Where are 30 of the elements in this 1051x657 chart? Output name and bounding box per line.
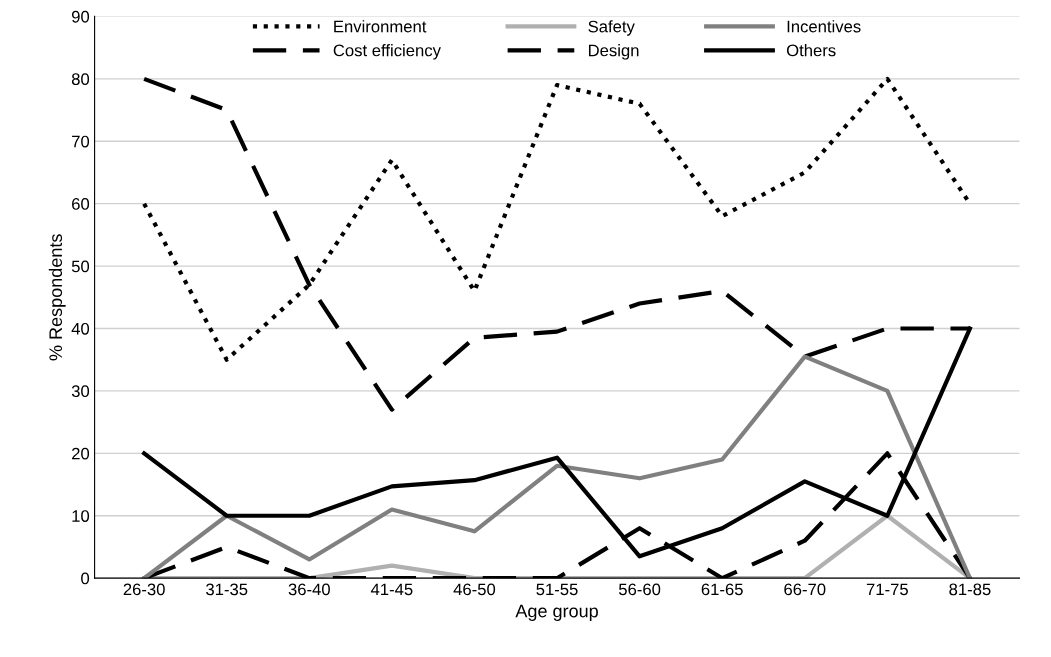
y-tick-label: 0 xyxy=(81,572,90,585)
legend-label: Incentives xyxy=(787,20,861,33)
x-tick-label: 41-45 xyxy=(370,583,413,596)
y-axis-title: % Respondents xyxy=(48,234,66,361)
y-tick-label: 70 xyxy=(72,135,90,148)
x-tick-label: 81-85 xyxy=(949,583,991,596)
y-tick-label: 80 xyxy=(71,73,90,86)
x-tick-label: 26-30 xyxy=(123,583,165,596)
y-tick-label: 50 xyxy=(71,260,90,273)
y-tick-label: 90 xyxy=(71,10,90,23)
x-tick-label: 46-50 xyxy=(453,583,496,596)
x-axis-title: Age group xyxy=(515,604,598,621)
x-tick-label: 56-60 xyxy=(618,583,661,596)
y-tick-label: 20 xyxy=(72,447,90,460)
line-series xyxy=(142,354,973,579)
y-tick-label: 40 xyxy=(71,322,90,335)
y-tick-label: 60 xyxy=(72,198,90,210)
legend-label: Others xyxy=(786,44,836,57)
x-tick-label: 31-35 xyxy=(206,583,248,596)
legend-label: Cost efficiency xyxy=(333,44,441,60)
x-tick-label: 51-55 xyxy=(536,583,578,596)
legend-label: Safety xyxy=(588,20,635,36)
x-tick-label: 66-70 xyxy=(784,583,826,596)
x-tick-label: 61-65 xyxy=(701,583,743,596)
legend-label: Environment xyxy=(334,20,427,33)
legend-label: Design xyxy=(588,44,639,60)
y-tick-label: 10 xyxy=(72,510,90,522)
x-tick-label: 71-75 xyxy=(866,583,908,596)
x-tick-label: 36-40 xyxy=(288,583,330,596)
y-tick-label: 30 xyxy=(71,385,90,398)
